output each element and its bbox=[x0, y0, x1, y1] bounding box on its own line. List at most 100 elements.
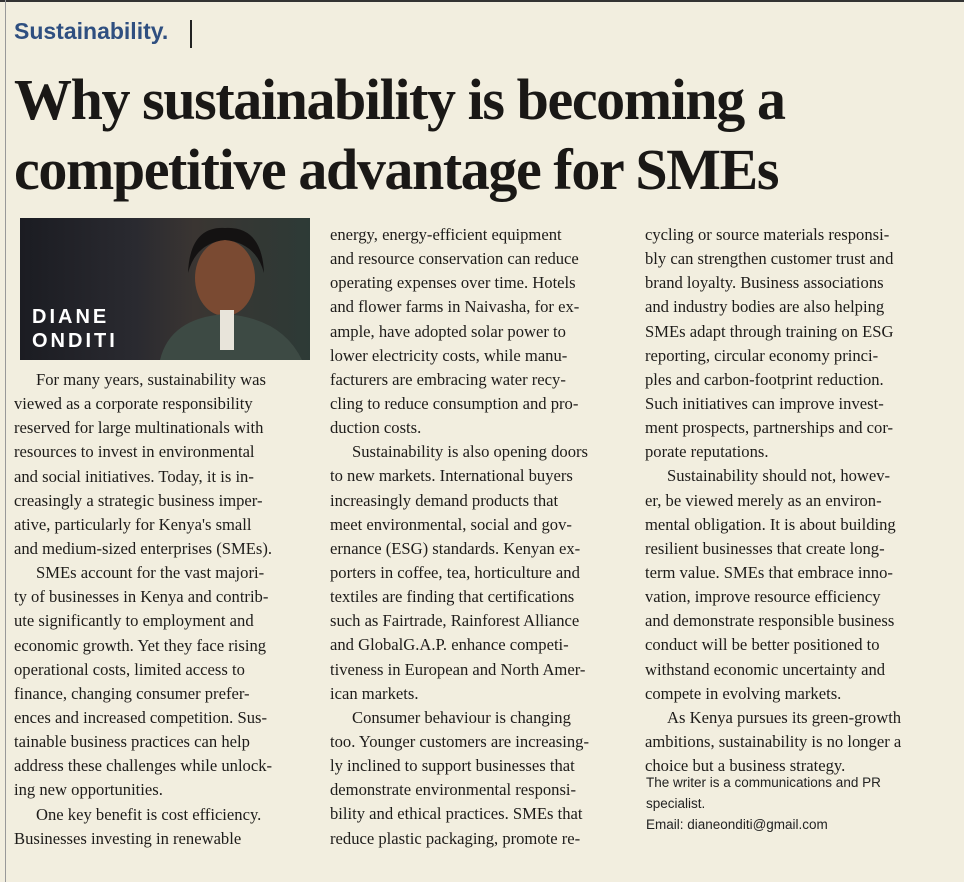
text: cycling or source materials responsi- bbox=[645, 225, 890, 244]
text: economic growth. Yet they face rising bbox=[14, 635, 267, 655]
text: ute significantly to employment and bbox=[14, 611, 254, 631]
text-line: viewed as a corporate responsibility bbox=[14, 392, 307, 416]
text-line: mental obligation. It is about building bbox=[645, 513, 938, 537]
text: reporting, circular economy princi- bbox=[645, 345, 879, 365]
text-line: meet environmental, social and gov- bbox=[330, 513, 623, 537]
text: and demonstrate responsible business bbox=[645, 611, 895, 631]
text: conduct will be better positioned to bbox=[645, 635, 880, 655]
text: ican markets. bbox=[330, 683, 419, 703]
text-line: and flower farms in Naivasha, for ex- bbox=[330, 295, 623, 319]
text-line: As Kenya pursues its green-growth bbox=[645, 706, 938, 730]
text: energy, energy-efficient equipment bbox=[330, 225, 562, 244]
text-line: ples and carbon-footprint reduction. bbox=[645, 368, 938, 392]
portrait bbox=[160, 227, 302, 360]
text: and industry bodies are also helping bbox=[645, 297, 885, 317]
text: resilient businesses that create long- bbox=[645, 538, 885, 558]
text-line: reserved for large multinationals with bbox=[14, 416, 307, 440]
text: finance, changing consumer prefer- bbox=[14, 683, 250, 703]
text-line: increasingly demand products that bbox=[330, 489, 623, 513]
text: increasingly demand products that bbox=[330, 490, 559, 510]
text: operating expenses over time. Hotels bbox=[330, 273, 576, 293]
text: cling to reduce consumption and pro- bbox=[330, 393, 579, 413]
text: tiveness in European and North Amer- bbox=[330, 659, 586, 679]
text-line: ative, particularly for Kenya's small bbox=[14, 513, 307, 537]
text-line: finance, changing consumer prefer- bbox=[14, 682, 307, 706]
text-line: One key benefit is cost efficiency. bbox=[14, 803, 307, 827]
text-line: facturers are embracing water recy- bbox=[330, 368, 623, 392]
text: to new markets. International buyers bbox=[330, 466, 573, 486]
text-line: address these challenges while unlock- bbox=[14, 754, 307, 778]
text-line: ambitions, sustainability is no longer a bbox=[645, 730, 938, 754]
text-line: operational costs, limited access to bbox=[14, 658, 307, 682]
text-line: Sustainability is also opening doors bbox=[330, 440, 623, 464]
text: SMEs account for the vast majori- bbox=[36, 563, 265, 583]
text: viewed as a corporate responsibility bbox=[14, 394, 253, 414]
text: choice but a business strategy. bbox=[645, 756, 846, 776]
text: ample, have adopted solar power to bbox=[330, 321, 566, 341]
text-line: creasingly a strategic business imper- bbox=[14, 489, 307, 513]
text: ative, particularly for Kenya's small bbox=[14, 514, 252, 534]
text: and resource conservation can reduce bbox=[330, 249, 579, 269]
text-line: economic growth. Yet they face rising bbox=[14, 634, 307, 658]
text: er, be viewed merely as an environ- bbox=[645, 490, 882, 510]
text-line: such as Fairtrade, Rainforest Alliance bbox=[330, 609, 623, 633]
text-line: reduce plastic packaging, promote re- bbox=[330, 827, 623, 851]
text: lower electricity costs, while manu- bbox=[330, 345, 568, 365]
text: reserved for large multinationals with bbox=[14, 418, 264, 438]
text: ty of businesses in Kenya and contrib- bbox=[14, 587, 269, 607]
text: As Kenya pursues its green-growth bbox=[667, 707, 902, 727]
text: For many years, sustainability was bbox=[36, 370, 266, 389]
text: withstand economic uncertainty and bbox=[645, 659, 886, 679]
text-line: cycling or source materials responsi- bbox=[645, 223, 938, 247]
text: and flower farms in Naivasha, for ex- bbox=[330, 297, 580, 317]
text-line: and resource conservation can reduce bbox=[330, 247, 623, 271]
text-line: porters in coffee, tea, horticulture and bbox=[330, 561, 623, 585]
text: Such initiatives can improve invest- bbox=[645, 393, 884, 413]
footer-line: The writer is a communications and PR bbox=[646, 775, 881, 790]
text: ing new opportunities. bbox=[14, 780, 163, 800]
text-line: Such initiatives can improve invest- bbox=[645, 392, 938, 416]
text: ples and carbon-footprint reduction. bbox=[645, 369, 884, 389]
text-line: ences and increased competition. Sus- bbox=[14, 706, 307, 730]
text: ences and increased competition. Sus- bbox=[14, 707, 267, 727]
author-name: DIANE bbox=[32, 306, 110, 328]
section-bar bbox=[190, 20, 192, 48]
text-line: demonstrate environmental responsi- bbox=[330, 778, 623, 802]
text: porters in coffee, tea, horticulture and bbox=[330, 562, 580, 582]
text-line: SMEs account for the vast majori- bbox=[14, 561, 307, 585]
text-line: term value. SMEs that embrace inno- bbox=[645, 561, 938, 585]
text: ly inclined to support businesses that bbox=[330, 756, 575, 776]
text-line: ample, have adopted solar power to bbox=[330, 320, 623, 344]
text: and medium-sized enterprises (SMEs). bbox=[14, 538, 273, 558]
text-line: duction costs. bbox=[330, 416, 623, 440]
text: facturers are embracing water recy- bbox=[330, 369, 566, 389]
footer-line: Email: dianeonditi@gmail.com bbox=[646, 817, 828, 832]
text-line: lower electricity costs, while manu- bbox=[330, 344, 623, 368]
author-name: ONDITI bbox=[32, 330, 118, 352]
text-line: energy, energy-efficient equipment bbox=[330, 223, 623, 247]
text-line: cling to reduce consumption and pro- bbox=[330, 392, 623, 416]
footer-line: specialist. bbox=[646, 796, 706, 811]
text-line: operating expenses over time. Hotels bbox=[330, 271, 623, 295]
text-line: choice but a business strategy. bbox=[645, 754, 938, 778]
text: ambitions, sustainability is no longer a bbox=[645, 731, 902, 751]
text-line: ican markets. bbox=[330, 682, 623, 706]
text: ernance (ESG) standards. Kenyan ex- bbox=[330, 538, 581, 558]
text-line: ing new opportunities. bbox=[14, 778, 307, 802]
text-line: ernance (ESG) standards. Kenyan ex- bbox=[330, 537, 623, 561]
text-line: conduct will be better positioned to bbox=[645, 633, 938, 657]
text-line: resilient businesses that create long- bbox=[645, 537, 938, 561]
text-line: bility and ethical practices. SMEs that bbox=[330, 802, 623, 826]
byline-note: The writer is a communications and PR spe… bbox=[646, 772, 881, 835]
text-line: tainable business practices can help bbox=[14, 730, 307, 754]
text-line: textiles are finding that certifications bbox=[330, 585, 623, 609]
section-label: Sustainability. bbox=[14, 18, 169, 44]
text-line: Businesses investing in renewable bbox=[14, 827, 307, 851]
text: too. Younger customers are increasing- bbox=[330, 731, 589, 751]
text-line: withstand economic uncertainty and bbox=[645, 658, 938, 682]
text: and GlobalG.A.P. enhance competi- bbox=[330, 635, 569, 655]
text-line: and demonstrate responsible business bbox=[645, 609, 938, 633]
text: Consumer behaviour is changing bbox=[352, 707, 571, 727]
text-line: and industry bodies are also helping bbox=[645, 295, 938, 319]
text: Businesses investing in renewable bbox=[14, 828, 242, 848]
